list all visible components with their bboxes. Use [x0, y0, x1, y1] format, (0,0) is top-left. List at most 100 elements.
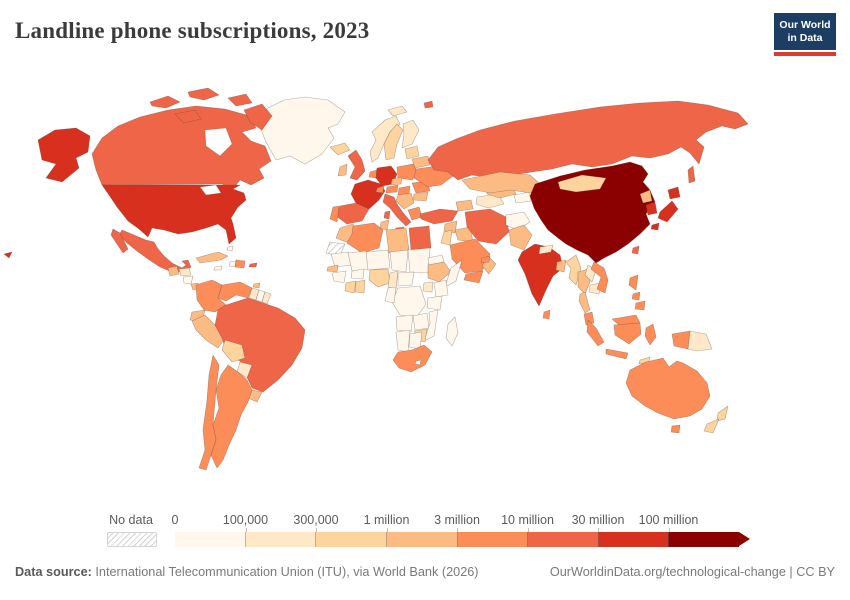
- owid-logo[interactable]: Our World in Data: [774, 13, 836, 51]
- country-czechia[interactable]: Czechia: [390, 176, 403, 186]
- country-guatemala[interactable]: Guatemala: [167, 265, 180, 277]
- country-switzerland[interactable]: Switzerland: [375, 185, 385, 194]
- country-canada-island[interactable]: Canada: [227, 93, 253, 107]
- country-indonesia-sumatra[interactable]: Indonesia: [586, 319, 605, 347]
- country-finland[interactable]: Finland: [401, 119, 420, 149]
- country-cameroon[interactable]: Cameroon: [387, 270, 399, 290]
- country-peru[interactable]: Peru: [191, 314, 226, 349]
- country-uganda[interactable]: Uganda: [422, 281, 434, 293]
- country-bahamas[interactable]: Bahamas: [226, 245, 234, 252]
- country-central-african-republic[interactable]: Central African Republic: [397, 271, 415, 287]
- country-syria[interactable]: Syria: [443, 220, 458, 234]
- country-cuba[interactable]: Cuba: [195, 251, 229, 264]
- country-vietnam[interactable]: Vietnam: [590, 261, 609, 294]
- legend-bin-5[interactable]: [527, 532, 598, 547]
- country-balkans[interactable]: Serbia and Western Balkans: [395, 192, 415, 210]
- country-burkina-faso[interactable]: Burkina Faso: [350, 268, 365, 280]
- country-angola[interactable]: Angola: [395, 314, 414, 333]
- country-franz-josef-land[interactable]: Russia: [423, 100, 434, 109]
- country-sakhalin[interactable]: Russia: [687, 165, 696, 184]
- country-mali[interactable]: Mali: [347, 250, 370, 272]
- country-paraguay[interactable]: Paraguay: [236, 361, 253, 379]
- country-south-africa[interactable]: South Africa: [392, 344, 433, 373]
- country-united-states[interactable]: United States: [101, 184, 247, 245]
- country-baltics[interactable]: Baltic states: [404, 145, 420, 160]
- country-thailand-peninsula[interactable]: Thailand: [578, 291, 591, 314]
- country-united-kingdom[interactable]: United Kingdom: [347, 149, 366, 181]
- country-malaysia[interactable]: Malaysia: [583, 311, 595, 326]
- country-honduras[interactable]: Honduras: [178, 267, 192, 277]
- country-australia[interactable]: Australia: [625, 357, 711, 420]
- country-sri-lanka[interactable]: Sri Lanka: [542, 309, 551, 320]
- country-canada-island[interactable]: Canada: [187, 87, 220, 101]
- country-canada-baffin[interactable]: Canada: [243, 103, 273, 131]
- country-sweden[interactable]: Sweden: [383, 123, 404, 161]
- country-iran[interactable]: Iran: [464, 208, 510, 245]
- country-mongolia[interactable]: Mongolia: [557, 174, 607, 193]
- country-ghana[interactable]: Ghana: [354, 279, 366, 294]
- country-bolivia[interactable]: Bolivia: [221, 339, 246, 363]
- country-algeria[interactable]: Algeria: [346, 222, 384, 254]
- country-france[interactable]: France: [350, 179, 386, 210]
- country-chad[interactable]: Chad: [389, 249, 409, 273]
- country-chile[interactable]: Chile: [198, 354, 220, 471]
- no-data-swatch[interactable]: [107, 532, 157, 547]
- country-austria[interactable]: Austria: [385, 184, 399, 194]
- country-nicaragua[interactable]: Nicaragua: [182, 275, 194, 285]
- country-caucasus[interactable]: Caucasus: [455, 199, 474, 212]
- country-kenya[interactable]: Kenya: [433, 279, 449, 298]
- legend-bin-6[interactable]: [597, 532, 669, 547]
- country-indonesia-borneo[interactable]: Indonesia: [613, 322, 642, 345]
- country-bulgaria[interactable]: Bulgaria: [412, 191, 429, 202]
- country-yemen[interactable]: Yemen: [463, 270, 484, 284]
- country-indonesia-java[interactable]: Indonesia: [605, 348, 629, 360]
- country-mexico-baja[interactable]: Mexico: [110, 228, 129, 254]
- country-kyrgyzstan[interactable]: Kyrgyzstan and Tajikistan: [513, 191, 532, 204]
- country-philippines-mindanao[interactable]: Philippines: [634, 300, 646, 311]
- country-mexico[interactable]: Mexico: [118, 229, 192, 273]
- legend-bin-4[interactable]: [456, 532, 528, 547]
- country-canada[interactable]: Canada: [91, 105, 272, 190]
- country-myanmar[interactable]: Myanmar: [565, 254, 582, 286]
- country-japan-honshu[interactable]: Japan: [657, 200, 679, 223]
- country-portugal[interactable]: Portugal: [329, 205, 340, 223]
- country-mozambique[interactable]: Mozambique: [423, 309, 439, 342]
- country-cambodia[interactable]: Cambodia: [588, 282, 602, 295]
- country-venezuela[interactable]: Venezuela: [217, 281, 253, 302]
- country-libya[interactable]: Libya: [385, 227, 410, 254]
- country-trinidad[interactable]: Trinidad and Tobago: [252, 282, 261, 289]
- legend-bin-2[interactable]: [315, 532, 386, 547]
- country-puerto-rico[interactable]: Puerto Rico: [248, 262, 258, 268]
- country-sardinia[interactable]: Italy: [383, 210, 391, 220]
- country-belarus[interactable]: Belarus: [411, 155, 431, 169]
- country-cote-divoire[interactable]: Cote d'Ivoire: [344, 280, 357, 294]
- country-zambia[interactable]: Zambia: [412, 312, 430, 331]
- legend-bin-0[interactable]: [175, 532, 245, 547]
- country-egypt[interactable]: Egypt: [408, 225, 432, 251]
- country-guinea[interactable]: Guinea: [331, 270, 347, 284]
- legend-bin-1[interactable]: [244, 532, 316, 547]
- country-italy[interactable]: Italy: [382, 193, 412, 227]
- country-lesotho[interactable]: Lesotho: [414, 359, 422, 366]
- country-french-guiana[interactable]: French Guiana: [261, 291, 272, 305]
- country-hawaii[interactable]: United States: [3, 251, 13, 259]
- country-japan-kyushu[interactable]: Japan: [650, 222, 660, 231]
- country-south-korea[interactable]: South Korea: [645, 201, 658, 216]
- country-somalia[interactable]: Somalia: [444, 259, 463, 288]
- country-pakistan[interactable]: Pakistan: [508, 224, 533, 251]
- country-new-zealand-north[interactable]: New Zealand: [716, 405, 729, 422]
- country-indonesia-papua[interactable]: Indonesia: [671, 330, 691, 350]
- legend-bin-7[interactable]: [668, 532, 739, 547]
- country-brazil[interactable]: Brazil: [214, 297, 306, 393]
- country-madagascar[interactable]: Madagascar: [445, 316, 459, 347]
- country-argentina[interactable]: Argentina: [210, 364, 253, 469]
- legend-bin-3[interactable]: [385, 532, 457, 547]
- country-taiwan[interactable]: Taiwan: [631, 245, 640, 255]
- country-alaska[interactable]: United States: [37, 127, 91, 183]
- country-jamaica[interactable]: Jamaica: [213, 265, 223, 271]
- country-svalbard[interactable]: Norway: [387, 105, 408, 117]
- country-niger[interactable]: Niger: [365, 249, 391, 271]
- country-tasmania[interactable]: Australia: [670, 424, 681, 434]
- country-greenland[interactable]: Greenland: [257, 96, 346, 165]
- country-iceland[interactable]: Iceland: [329, 142, 351, 156]
